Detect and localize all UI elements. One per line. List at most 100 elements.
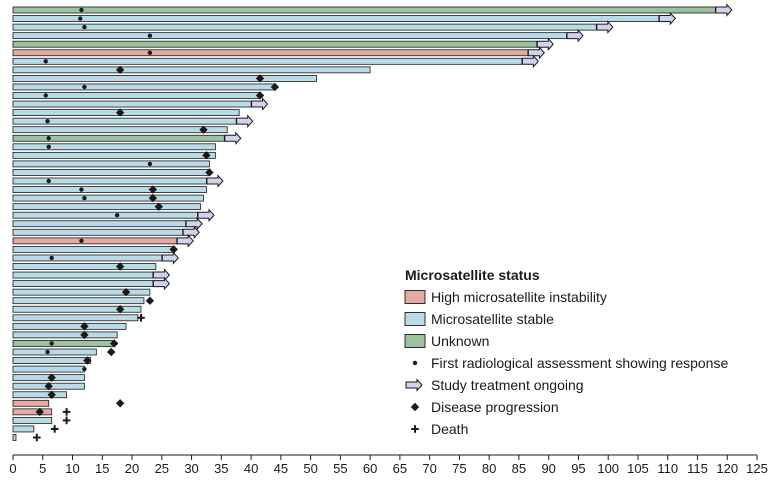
progression-diamond	[115, 65, 125, 75]
patient-bar	[12, 228, 184, 236]
death-plus-v	[65, 408, 68, 416]
legend-label: High microsatellite instability	[431, 289, 607, 305]
patient-bar	[12, 340, 115, 347]
x-tick-label: 30	[184, 461, 198, 476]
x-tick-label: 110	[657, 461, 678, 476]
ongoing-arrow	[251, 97, 269, 111]
progression-diamond	[80, 330, 89, 340]
legend-item-ongoing: Study treatment ongoing	[405, 377, 584, 393]
response-dot	[82, 84, 87, 90]
x-tick-label: 35	[214, 461, 228, 476]
patient-bar	[12, 220, 187, 228]
progression-diamond	[148, 193, 158, 203]
x-tick-label: 60	[363, 461, 377, 476]
patient-bar	[12, 126, 228, 134]
ongoing-arrow	[521, 54, 540, 69]
legend-title: Microsatellite status	[405, 267, 540, 283]
response-dot	[46, 144, 51, 149]
death-plus	[50, 425, 59, 433]
patient-bar	[12, 160, 210, 168]
bars-layer	[12, 6, 716, 441]
legend-item-mss: Microsatellite stable	[404, 311, 554, 327]
patient-bar	[12, 280, 154, 288]
patient-bar	[12, 322, 127, 330]
death-plus	[62, 408, 71, 416]
response-dot	[82, 366, 87, 372]
patient-bar	[12, 49, 529, 57]
response-dot	[147, 161, 153, 167]
response-dot	[147, 50, 153, 55]
progression-diamond	[80, 322, 89, 331]
patient-bar	[12, 134, 225, 142]
x-tick-label: 70	[422, 461, 436, 476]
legend-item-response: First radiological assessment showing re…	[412, 355, 728, 371]
ongoing-arrow	[715, 3, 733, 17]
ongoing-arrow	[566, 28, 584, 43]
progression-diamond	[47, 390, 56, 399]
response-dot	[79, 238, 84, 244]
progression-diamond	[115, 108, 125, 117]
progression-diamond	[83, 356, 92, 365]
patient-bar	[12, 314, 139, 322]
ongoing-arrow	[182, 225, 200, 240]
x-tick-label: 45	[274, 461, 288, 476]
patient-bar	[12, 203, 201, 211]
x-tick-label: 105	[627, 461, 649, 476]
patient-bar	[12, 15, 660, 22]
response-dot	[49, 341, 54, 346]
legend-item-unknown: Unknown	[404, 333, 489, 349]
response-dot	[46, 178, 51, 184]
patient-bar	[12, 399, 50, 407]
patient-bar	[12, 391, 67, 399]
patient-bar	[12, 151, 216, 159]
patient-bar	[12, 245, 175, 253]
ongoing-arrow	[185, 216, 203, 231]
patient-bar	[12, 6, 716, 14]
legend-swatch	[404, 312, 426, 326]
response-dot	[45, 349, 50, 355]
progression-diamond	[115, 262, 125, 271]
ongoing-arrow	[161, 251, 179, 265]
patient-bar	[12, 237, 178, 245]
ongoing-arrow	[658, 11, 676, 26]
response-dot	[82, 195, 87, 201]
ongoing-arrow	[405, 378, 423, 392]
patient-bar	[12, 416, 53, 424]
ongoing-arrow	[197, 208, 215, 222]
x-tick-label: 50	[303, 461, 317, 476]
response-dot	[412, 360, 418, 366]
patient-bar	[12, 425, 35, 433]
progression-diamond	[410, 402, 420, 412]
patient-bar	[12, 143, 216, 151]
death-plus	[137, 314, 145, 322]
progression-diamond	[115, 305, 125, 314]
legend-swatch	[404, 334, 426, 348]
x-tick-label: 80	[482, 461, 496, 476]
x-tick-label: 65	[393, 461, 407, 476]
patient-bar	[12, 75, 317, 82]
x-tick-label: 55	[333, 461, 347, 476]
progression-diamond	[154, 202, 164, 211]
response-dot	[82, 24, 87, 30]
ongoing-arrow	[152, 276, 171, 291]
x-tick-label: 95	[571, 461, 585, 476]
patient-bar	[12, 288, 151, 296]
patient-bar	[12, 194, 204, 202]
patient-bar	[12, 434, 17, 441]
x-tick-label: 120	[716, 461, 738, 476]
progression-diamond	[255, 74, 265, 83]
response-dot	[78, 16, 83, 21]
progression-diamond	[199, 125, 208, 134]
response-dot	[45, 118, 50, 124]
response-dot	[46, 136, 51, 141]
patient-bar	[12, 57, 523, 65]
x-tick-label: 5	[39, 461, 46, 476]
patient-bar	[12, 263, 157, 270]
response-dot	[114, 213, 120, 218]
progression-diamond	[115, 399, 125, 408]
patient-bar	[12, 40, 538, 48]
patient-bar	[12, 408, 53, 416]
ongoing-arrow	[236, 114, 254, 128]
legend-swatch	[404, 290, 426, 304]
